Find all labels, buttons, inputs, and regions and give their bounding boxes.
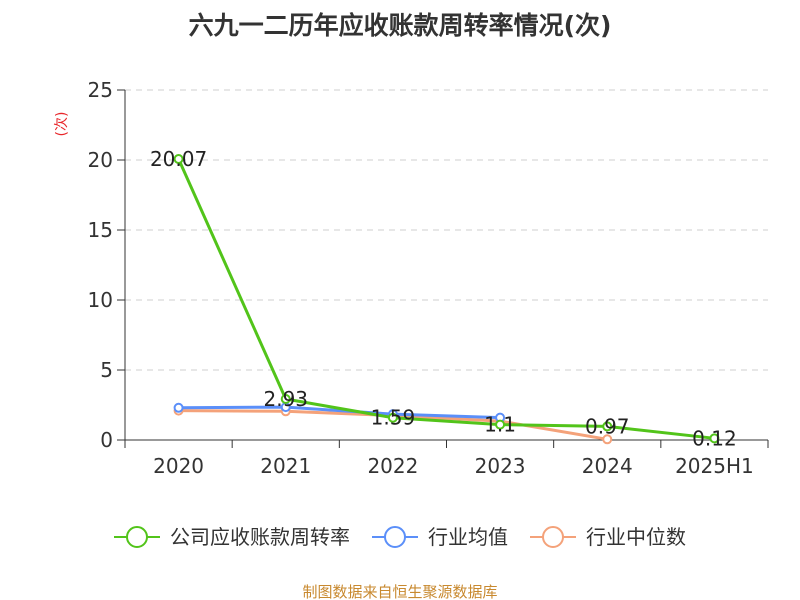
- x-tick-label: 2023: [475, 454, 526, 478]
- y-tick-label: 10: [88, 288, 113, 312]
- data-point: [709, 433, 720, 444]
- legend-item[interactable]: 行业均值: [372, 525, 508, 549]
- data-point: [280, 393, 291, 404]
- y-tick-label: 25: [88, 78, 113, 102]
- data-point: [173, 402, 184, 413]
- legend-item[interactable]: 行业中位数: [530, 525, 686, 549]
- data-point: [173, 154, 184, 165]
- data-label: 1.59: [371, 406, 416, 430]
- chart-title: 六九一二历年应收账款周转率情况(次): [189, 11, 612, 40]
- legend-marker-icon: [542, 526, 564, 548]
- x-tick-label: 2022: [367, 454, 418, 478]
- series-0: [173, 154, 720, 444]
- legend-marker-icon: [126, 526, 148, 548]
- y-tick-label: 0: [100, 428, 113, 452]
- x-tick-label: 2021: [260, 454, 311, 478]
- data-point: [602, 421, 613, 432]
- data-label: 1.1: [484, 413, 516, 437]
- x-tick-label: 2024: [582, 454, 633, 478]
- data-point: [602, 434, 613, 445]
- data-point: [495, 419, 506, 430]
- y-axis-label: (次): [54, 112, 70, 137]
- x-tick-label: 2020: [153, 454, 204, 478]
- axes: 0 5 10 15 20 25 2020 2021 2022 2023 2024 2025H1: [88, 78, 769, 478]
- data-label: 0.97: [585, 414, 630, 438]
- grid: [125, 89, 768, 371]
- source-note: 制图数据来自恒生聚源数据库: [302, 583, 497, 600]
- data-labels: 20.07 2.93 1.59 1.1 0.97 0.12: [150, 147, 737, 450]
- legend-label: 行业中位数: [586, 525, 686, 549]
- legend-item[interactable]: 公司应收账款周转率: [114, 525, 350, 549]
- legend-label: 公司应收账款周转率: [170, 525, 350, 549]
- y-tick-label: 15: [88, 218, 113, 242]
- y-tick-label: 20: [88, 148, 113, 172]
- series: [173, 154, 720, 445]
- data-label: 20.07: [150, 147, 207, 171]
- legend-marker-icon: [384, 526, 406, 548]
- legend: 公司应收账款周转率 行业均值 行业中位数: [114, 525, 686, 549]
- series-line: [177, 158, 715, 440]
- legend-label: 行业均值: [428, 525, 508, 549]
- series-line: [178, 405, 501, 420]
- data-label: 2.93: [263, 387, 308, 411]
- data-label: 0.12: [692, 426, 737, 450]
- data-point: [387, 412, 398, 423]
- x-tick-label: 2025H1: [675, 454, 754, 478]
- y-tick-label: 5: [100, 358, 113, 382]
